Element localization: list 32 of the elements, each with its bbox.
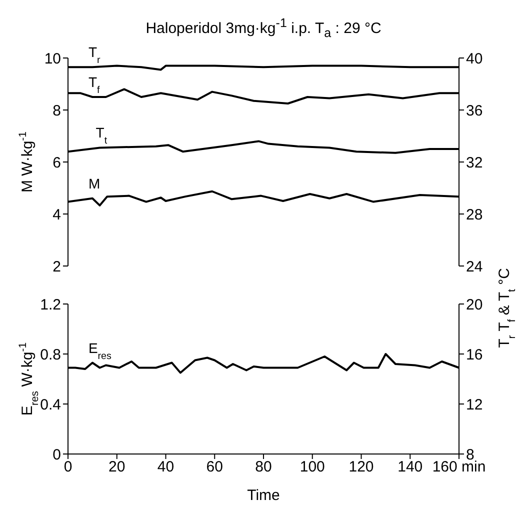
y-tick-label: 2 [52, 258, 61, 276]
series-label: E$_{res}$ [88, 340, 112, 362]
y2-tick-label: 40 [466, 50, 483, 68]
y-tick-label: 8 [52, 102, 61, 120]
y-tick-label: 10 [44, 50, 61, 68]
y-tick-label: 0.8 [40, 346, 61, 364]
x-tick-label: 60 [206, 458, 223, 476]
x-tick-label: 0 [64, 458, 72, 476]
y2-tick-label: 32 [466, 154, 483, 172]
x-tick-label: 20 [108, 458, 126, 476]
y2-tick-label: 16 [466, 346, 483, 364]
x-tick-label: 80 [255, 458, 272, 476]
y2-tick-label: 28 [466, 206, 483, 224]
x-tick-label: 120 [348, 458, 374, 476]
y2-tick-label: 20 [466, 296, 483, 314]
x-tick-label: 40 [157, 458, 174, 476]
series-label: T$_{r}$ [88, 44, 101, 66]
x-tick-label: 100 [300, 458, 325, 476]
series-label: M [88, 175, 100, 192]
y2-tick-label: 24 [466, 258, 483, 276]
series-label: T$_{f}$ [88, 74, 100, 96]
y-tick-label: 6 [52, 154, 61, 172]
y2-tick-label: 36 [466, 102, 483, 120]
series-label: T$_{t}$ [96, 124, 108, 146]
x-tick-label: 140 [398, 458, 423, 476]
y2-tick-label: 12 [466, 396, 483, 414]
y-tick-label: 1.2 [40, 296, 61, 314]
chart-title: Haloperidol 3mg·kg$^{-1}$ i.p. T$_{a}$ : 29 °C [144, 16, 382, 40]
y-tick-label: 0.4 [40, 396, 61, 414]
y-tick-label: 0 [52, 446, 61, 464]
x-axis-title: Time [247, 487, 280, 504]
y-tick-label: 4 [52, 206, 61, 224]
